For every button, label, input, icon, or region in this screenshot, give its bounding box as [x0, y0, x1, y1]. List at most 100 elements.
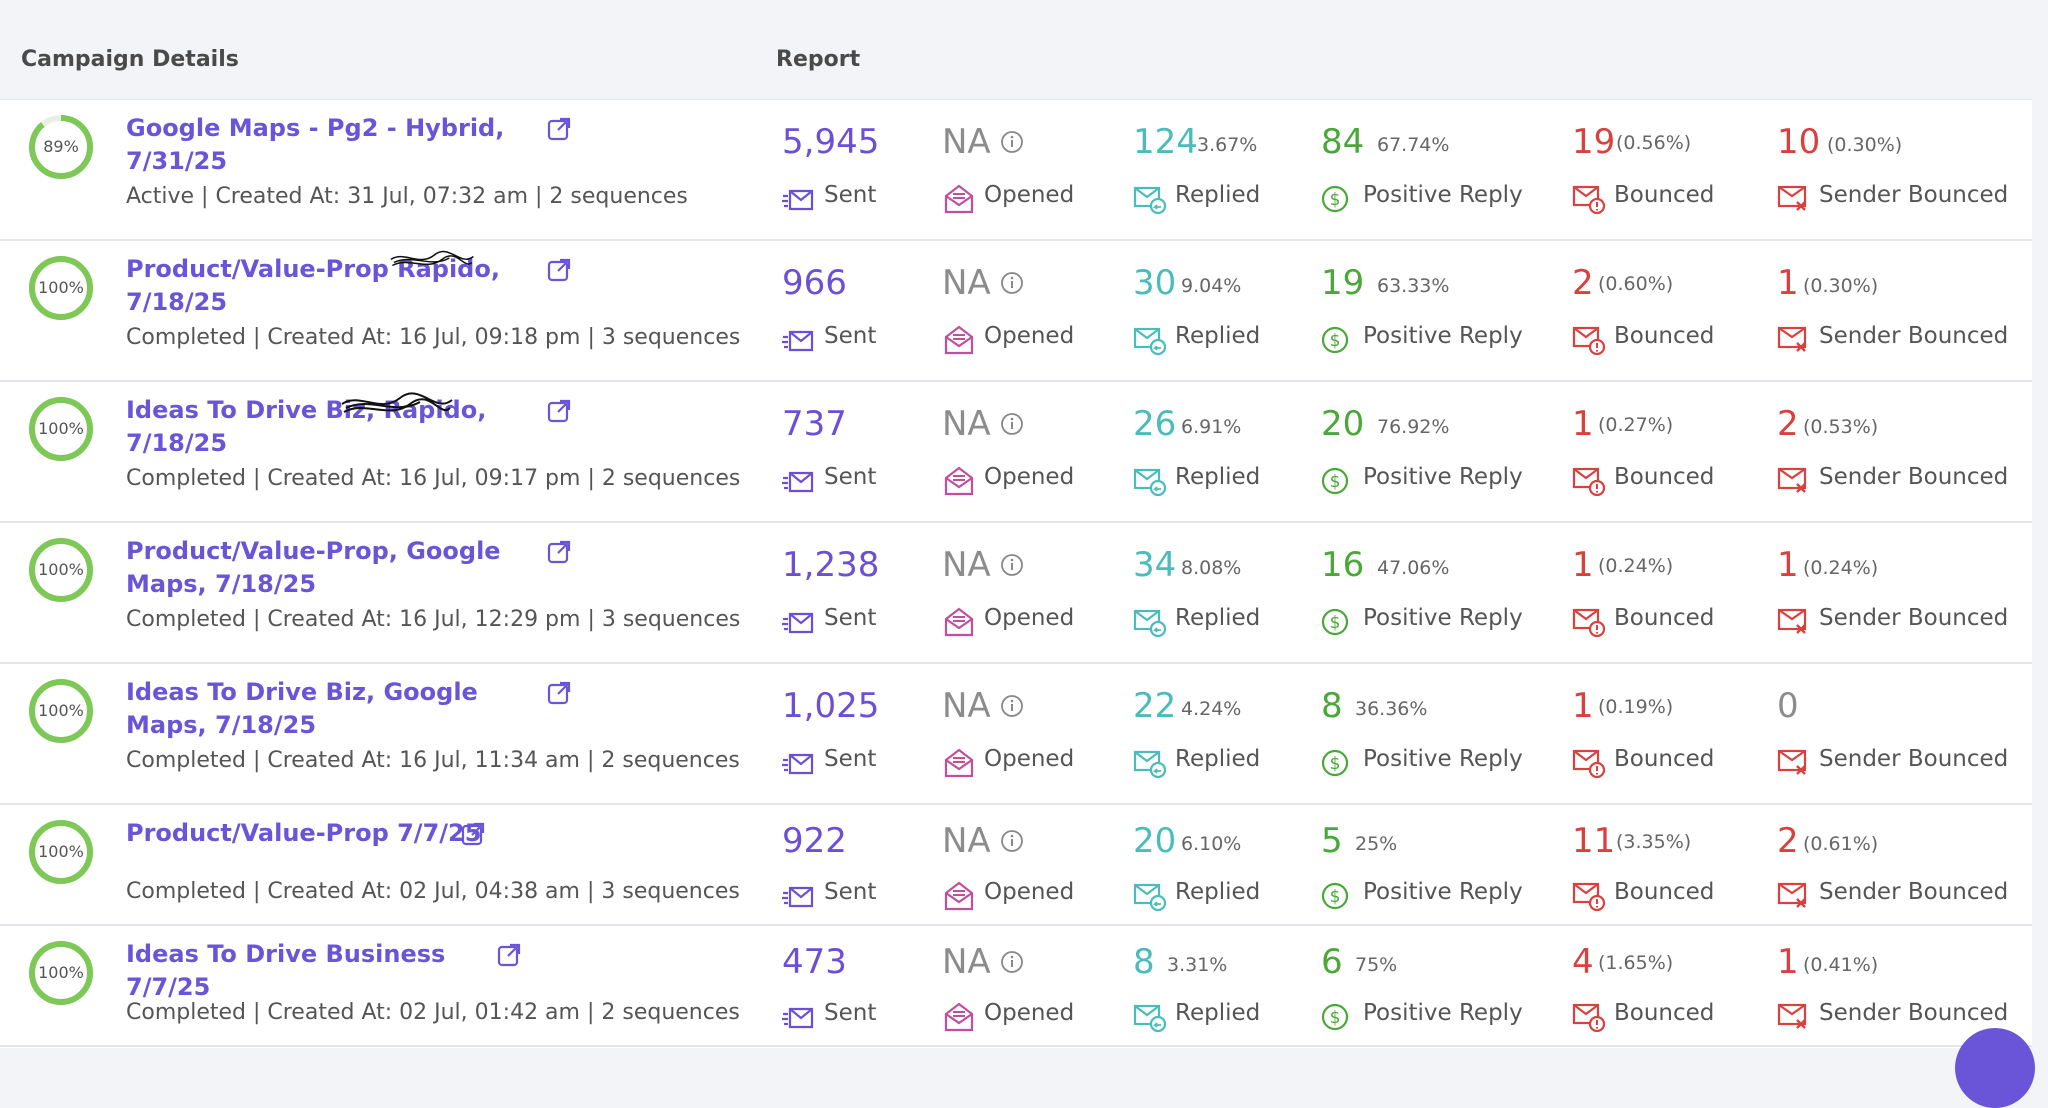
- external-link-icon[interactable]: [546, 539, 572, 565]
- positive-reply-count: 84: [1321, 122, 1365, 162]
- opened-count: NA: [942, 545, 991, 585]
- bounced-count: 11: [1572, 821, 1616, 861]
- progress-label: 100%: [38, 560, 84, 579]
- sender-bounced-count: 1: [1777, 263, 1799, 303]
- replied-mail-icon: [1133, 881, 1167, 912]
- table-row[interactable]: 89% Google Maps - Pg2 - Hybrid, 7/31/25 …: [0, 100, 2032, 241]
- bounced-label: Bounced: [1614, 182, 1715, 208]
- table-row[interactable]: 100% Product/Value-Prop Rapido, 7/18/25 …: [0, 241, 2032, 382]
- campaign-meta: Completed | Created At: 16 Jul, 09:17 pm…: [126, 466, 741, 491]
- info-icon[interactable]: [1000, 950, 1024, 974]
- campaign-name-link[interactable]: Ideas To Drive Business 7/7/25: [126, 940, 446, 1001]
- sender-bounced-label: Sender Bounced: [1819, 1000, 2009, 1026]
- replied-percent: 3.31%: [1167, 954, 1228, 976]
- svg-text:$: $: [1330, 613, 1341, 633]
- progress-ring-fill: [29, 538, 93, 602]
- replied-count: 22: [1133, 686, 1177, 726]
- opened-label: Opened: [984, 182, 1075, 208]
- replied-mail-icon: [1133, 325, 1167, 356]
- campaign-name-link[interactable]: Google Maps - Pg2 - Hybrid, 7/31/25: [126, 114, 505, 175]
- table-row[interactable]: 100% Ideas To Drive Business 7/7/25 Comp…: [0, 926, 2032, 1047]
- table-row[interactable]: 100% Product/Value-Prop 7/7/25 Completed…: [0, 805, 2032, 926]
- bounced-percent: (1.65%): [1598, 952, 1674, 974]
- sender-bounced-mail-icon: [1777, 1002, 1811, 1032]
- progress-ring-fill: [29, 397, 93, 461]
- info-icon[interactable]: [1000, 829, 1024, 853]
- progress-ring: 100%: [28, 255, 94, 321]
- progress-ring: 89%: [28, 114, 94, 180]
- redaction-scribble: [375, 249, 490, 283]
- info-icon[interactable]: [1000, 553, 1024, 577]
- sent-mail-icon: [782, 1002, 816, 1032]
- bounced-count: 1: [1572, 404, 1594, 444]
- opened-mail-icon: [942, 607, 976, 637]
- external-link-icon[interactable]: [546, 257, 572, 283]
- campaign-name-link[interactable]: Ideas To Drive Biz, Google Maps, 7/18/25: [126, 678, 478, 739]
- sender-bounced-mail-icon: [1777, 607, 1811, 637]
- campaign-meta: Active | Created At: 31 Jul, 07:32 am | …: [126, 184, 688, 209]
- opened-mail-icon: [942, 748, 976, 778]
- opened-label: Opened: [984, 746, 1075, 772]
- external-link-icon[interactable]: [546, 680, 572, 706]
- bounced-count: 1: [1572, 686, 1594, 726]
- external-link-icon[interactable]: [546, 398, 572, 424]
- positive-reply-label: Positive Reply: [1363, 323, 1523, 349]
- progress-ring-fill: [29, 679, 93, 743]
- info-icon[interactable]: [1000, 412, 1024, 436]
- positive-reply-count: 16: [1321, 545, 1365, 585]
- replied-mail-icon: [1133, 184, 1167, 215]
- positive-reply-count: 6: [1321, 942, 1343, 982]
- opened-mail-icon: [942, 881, 976, 911]
- sender-bounced-mail-icon: [1777, 881, 1811, 911]
- sender-bounced-count: 2: [1777, 404, 1799, 444]
- sender-bounced-label: Sender Bounced: [1819, 464, 2009, 490]
- chat-launcher-button[interactable]: [1955, 1028, 2035, 1108]
- sender-bounced-percent: (0.30%): [1803, 275, 1879, 297]
- info-icon[interactable]: [1000, 130, 1024, 154]
- external-link-icon[interactable]: [460, 821, 486, 847]
- replied-label: Replied: [1175, 323, 1261, 349]
- sent-mail-icon: [782, 607, 816, 637]
- replied-mail-icon: [1133, 466, 1167, 497]
- progress-ring-fill: [29, 820, 93, 884]
- replied-label: Replied: [1175, 746, 1261, 772]
- replied-count: 34: [1133, 545, 1177, 585]
- dollar-icon: $: [1321, 607, 1355, 637]
- table-row[interactable]: 100% Ideas To Drive Biz, Rapido, 7/18/25…: [0, 382, 2032, 523]
- sent-mail-icon: [782, 466, 816, 496]
- sent-count: 966: [782, 263, 847, 303]
- sent-count: 1,238: [782, 545, 880, 585]
- sent-mail-icon: [782, 325, 816, 355]
- replied-percent: 3.67%: [1197, 134, 1258, 156]
- progress-ring: 100%: [28, 396, 94, 462]
- progress-label: 100%: [38, 842, 84, 861]
- external-link-icon[interactable]: [496, 942, 522, 968]
- campaign-name-link[interactable]: Product/Value-Prop 7/7/25: [126, 819, 482, 847]
- campaign-name-link[interactable]: Product/Value-Prop Rapido, 7/18/25: [126, 255, 500, 316]
- info-icon[interactable]: [1000, 694, 1024, 718]
- progress-label: 100%: [38, 963, 84, 982]
- sent-mail-icon: [782, 881, 816, 911]
- table-row[interactable]: 100% Ideas To Drive Biz, Google Maps, 7/…: [0, 664, 2032, 805]
- progress-label: 100%: [38, 278, 84, 297]
- bounced-label: Bounced: [1614, 879, 1715, 905]
- progress-ring-fill: [29, 256, 93, 320]
- replied-count: 20: [1133, 821, 1177, 861]
- opened-count: NA: [942, 942, 991, 982]
- bounced-percent: (0.24%): [1598, 555, 1674, 577]
- progress-ring: 100%: [28, 819, 94, 885]
- external-link-icon[interactable]: [546, 116, 572, 142]
- progress-ring-fill: [29, 941, 93, 1005]
- replied-mail-icon: [1133, 748, 1167, 779]
- table-row[interactable]: 100% Product/Value-Prop, Google Maps, 7/…: [0, 523, 2032, 664]
- bounced-count: 4: [1572, 942, 1594, 982]
- campaign-meta: Completed | Created At: 02 Jul, 04:38 am…: [126, 879, 740, 904]
- info-icon[interactable]: [1000, 271, 1024, 295]
- positive-reply-label: Positive Reply: [1363, 746, 1523, 772]
- sender-bounced-mail-icon: [1777, 184, 1811, 214]
- campaign-name-link[interactable]: Product/Value-Prop, Google Maps, 7/18/25: [126, 537, 501, 598]
- bounced-mail-icon: [1572, 325, 1606, 356]
- sender-bounced-percent: (0.41%): [1803, 954, 1879, 976]
- replied-count: 8: [1133, 942, 1155, 982]
- svg-text:$: $: [1330, 472, 1341, 492]
